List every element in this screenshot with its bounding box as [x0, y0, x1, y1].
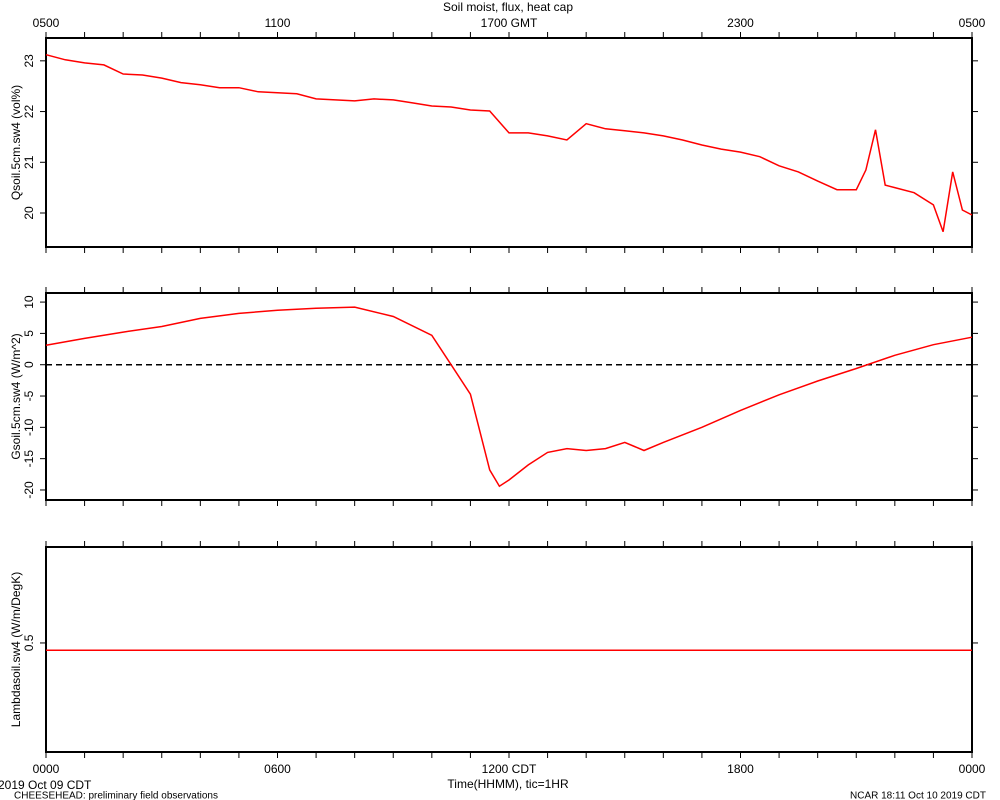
x-tick-label: 1200 CDT [482, 762, 537, 776]
y-tick-label: 22 [22, 105, 36, 119]
y-tick-label: 21 [22, 155, 36, 169]
y-tick-label: 0.5 [22, 634, 36, 651]
x2-tick-label: 0500 [959, 16, 986, 30]
data-line [45, 306, 973, 488]
y-axis-label: Lambdasoil.sw4 (W/m/DegK) [9, 572, 23, 727]
date-label: 2019 Oct 09 CDT [0, 778, 92, 792]
x-tick-label: 0600 [264, 762, 291, 776]
y-axis-label: Gsoil.5cm.sw4 (W/m^2) [9, 333, 23, 459]
data-line [45, 53, 973, 233]
x-axis-label: Time(HHMM), tic=1HR [447, 777, 569, 791]
x-tick-label: 0000 [959, 762, 986, 776]
plot-frame [45, 37, 973, 248]
stamp-label: NCAR 18:11 Oct 10 2019 CDT [850, 791, 986, 800]
x2-tick-label: 1100 [265, 16, 291, 30]
y-tick-label: 0 [22, 361, 36, 368]
y-tick-label: -20 [22, 481, 36, 499]
y-tick-label: -5 [22, 390, 36, 401]
x2-tick-label: 0500 [33, 16, 60, 30]
y-tick-label: -10 [22, 418, 36, 436]
x-tick-label: 1800 [727, 762, 754, 776]
y-axis-label: Qsoil.5cm.sw4 (vol%) [9, 85, 23, 200]
y-tick-label: -15 [22, 450, 36, 468]
y-tick-label: 5 [22, 330, 36, 337]
x2-tick-label: 1700 GMT [481, 16, 538, 30]
x2-tick-label: 2300 [727, 16, 754, 30]
chart-title: Soil moist, flux, heat cap [443, 0, 573, 14]
y-tick-label: 10 [22, 295, 36, 309]
plot-frame [45, 292, 973, 501]
project-label: CHEESEHEAD: preliminary field observatio… [14, 791, 218, 800]
y-tick-label: 20 [22, 206, 36, 220]
y-tick-label: 23 [22, 54, 36, 68]
x-tick-label: 0000 [33, 762, 60, 776]
